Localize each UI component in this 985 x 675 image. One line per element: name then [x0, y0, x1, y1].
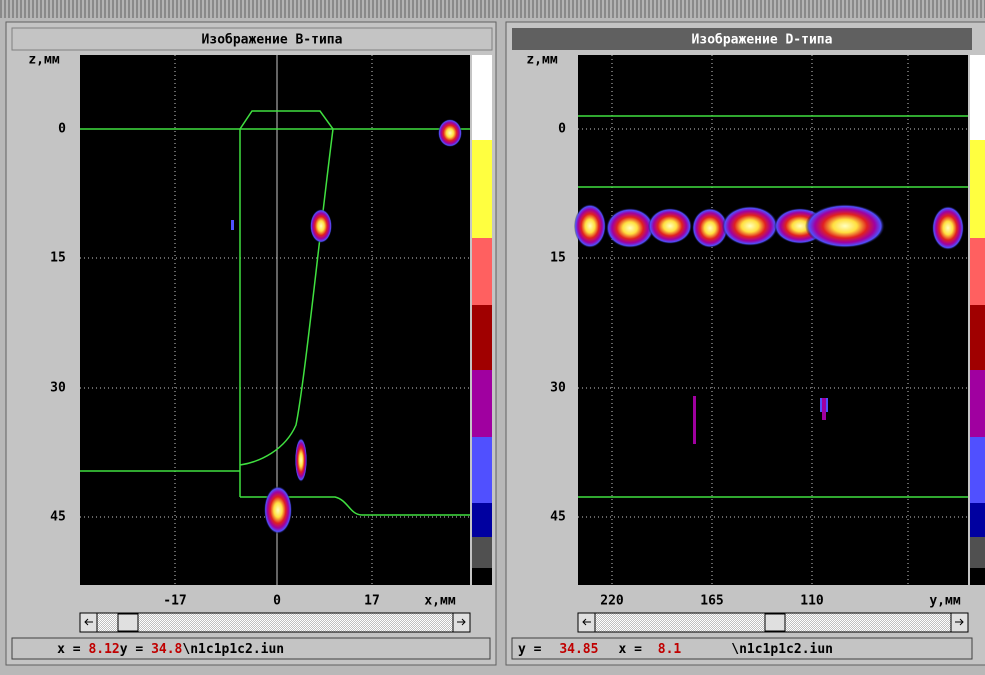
y-tick-label: 30	[50, 381, 66, 396]
d-scan-window: Изображение D-типа z,мм 0 15 30 4	[505, 21, 985, 666]
window-title: Изображение B-типа	[202, 33, 343, 48]
status-file: \n1c1p1c2.iun	[182, 642, 284, 657]
gate-lines	[578, 115, 968, 498]
color-scale	[970, 55, 985, 585]
status-value: 34.85	[559, 642, 598, 657]
x-axis-label: y,мм	[929, 594, 960, 609]
echo-signals	[574, 204, 964, 444]
x-axis-label: x,мм	[424, 594, 455, 609]
y-tick-label: 45	[550, 510, 566, 525]
y-tick-label: 0	[558, 122, 566, 137]
scrollbar[interactable]	[79, 612, 471, 633]
status-label: y =	[518, 642, 549, 657]
status-value: 34.8	[151, 642, 182, 657]
status-value: 8.1	[658, 642, 682, 657]
status-text: x = 8.12y = 34.8\n1c1p1c2.iun	[18, 642, 308, 657]
y-tick-label: 45	[50, 510, 66, 525]
scrollbar[interactable]	[577, 612, 969, 633]
echo-signals	[231, 119, 462, 534]
grid	[578, 55, 968, 585]
status-bar	[511, 637, 973, 660]
status-bar	[11, 637, 491, 660]
plot-area	[578, 55, 968, 585]
y-axis-label: z,мм	[526, 53, 557, 68]
x-tick-label: 17	[364, 594, 380, 609]
title-bar	[512, 28, 972, 50]
color-scale	[472, 55, 492, 585]
status-label: x =	[618, 642, 649, 657]
y-tick-label: 15	[550, 251, 566, 266]
status-value: 8.12	[88, 642, 119, 657]
y-tick-label: 15	[50, 251, 66, 266]
window-title: Изображение D-типа	[692, 33, 833, 48]
status-label: x =	[57, 642, 88, 657]
b-scan-window: Изображение B-типа z,мм 0 15 30 45 -17 0…	[5, 21, 497, 666]
status-label: y =	[120, 642, 151, 657]
y-tick-label: 30	[550, 381, 566, 396]
x-tick-label: 0	[273, 594, 281, 609]
y-tick-label: 0	[58, 122, 66, 137]
x-tick-label: -17	[163, 594, 186, 609]
x-tick-label: 165	[700, 594, 723, 609]
specimen-profile	[80, 110, 470, 516]
x-tick-label: 110	[800, 594, 824, 609]
title-bar	[11, 27, 493, 51]
status-text: y = 34.85 x = 8.1 \n1c1p1c2.iun	[518, 642, 833, 657]
status-file: \n1c1p1c2.iun	[731, 642, 833, 657]
y-axis-label: z,мм	[28, 53, 59, 68]
x-tick-label: 220	[600, 594, 624, 609]
